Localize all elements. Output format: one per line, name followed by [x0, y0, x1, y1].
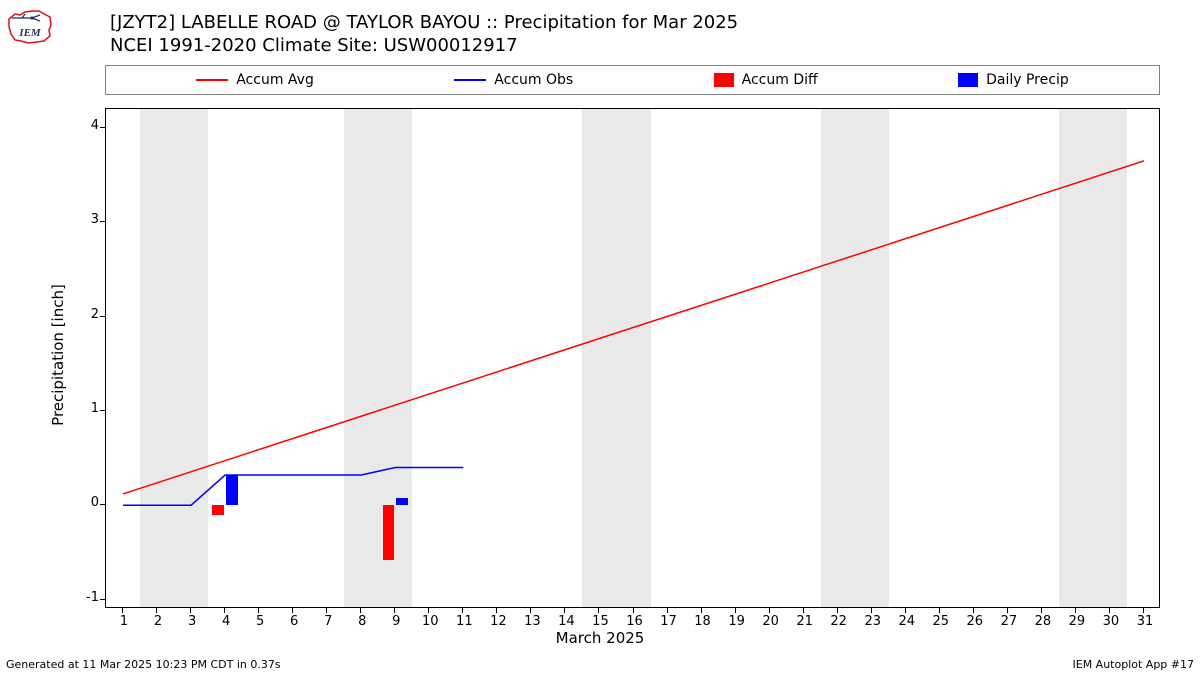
x-tick: 8 — [352, 614, 372, 629]
x-tick: 26 — [965, 614, 985, 629]
legend-box-swatch — [958, 73, 978, 87]
accum-diff-bar — [212, 505, 224, 514]
legend-label: Accum Obs — [494, 72, 573, 88]
x-tick: 28 — [1033, 614, 1053, 629]
x-tick: 14 — [556, 614, 576, 629]
x-tick: 13 — [522, 614, 542, 629]
x-tick: 22 — [829, 614, 849, 629]
y-tick: 4 — [75, 118, 99, 133]
x-tick: 17 — [659, 614, 679, 629]
legend-line-swatch — [454, 79, 486, 81]
x-tick: 9 — [386, 614, 406, 629]
x-tick: 21 — [795, 614, 815, 629]
footer-app: IEM Autoplot App #17 — [1073, 658, 1195, 671]
legend: Accum Avg Accum Obs Accum Diff Daily Precip — [105, 65, 1160, 95]
x-tick: 25 — [931, 614, 951, 629]
legend-label: Accum Avg — [236, 72, 314, 88]
y-tick: 3 — [75, 212, 99, 227]
daily-precip-bar — [226, 475, 238, 505]
x-tick: 6 — [284, 614, 304, 629]
x-axis-label: March 2025 — [556, 629, 645, 647]
x-tick: 1 — [114, 614, 134, 629]
chart-area: 1234567891011121314151617181920212223242… — [105, 108, 1160, 608]
x-tick: 2 — [148, 614, 168, 629]
x-tick: 27 — [999, 614, 1019, 629]
x-tick: 31 — [1135, 614, 1155, 629]
accum-diff-bar — [383, 505, 395, 560]
x-tick: 15 — [590, 614, 610, 629]
x-tick: 11 — [454, 614, 474, 629]
legend-line-swatch — [196, 79, 228, 81]
plot-frame — [105, 108, 1160, 608]
x-tick: 20 — [761, 614, 781, 629]
legend-box-swatch — [714, 73, 734, 87]
legend-item: Accum Obs — [454, 72, 573, 88]
footer-generated: Generated at 11 Mar 2025 10:23 PM CDT in… — [6, 658, 281, 671]
title-line-1: [JZYT2] LABELLE ROAD @ TAYLOR BAYOU :: P… — [110, 12, 738, 35]
x-tick: 7 — [318, 614, 338, 629]
legend-label: Daily Precip — [986, 72, 1069, 88]
x-tick: 10 — [420, 614, 440, 629]
x-tick: 4 — [216, 614, 236, 629]
legend-item: Accum Diff — [714, 72, 818, 88]
line-layer — [106, 109, 1160, 608]
x-tick: 12 — [488, 614, 508, 629]
title-line-2: NCEI 1991-2020 Climate Site: USW00012917 — [110, 35, 738, 58]
legend-item: Daily Precip — [958, 72, 1069, 88]
legend-label: Accum Diff — [742, 72, 818, 88]
x-tick: 24 — [897, 614, 917, 629]
x-tick: 30 — [1101, 614, 1121, 629]
x-tick: 5 — [250, 614, 270, 629]
chart-title: [JZYT2] LABELLE ROAD @ TAYLOR BAYOU :: P… — [110, 12, 738, 57]
daily-precip-bar — [396, 498, 408, 506]
y-tick: 2 — [75, 307, 99, 322]
y-tick: -1 — [75, 590, 99, 605]
x-tick: 16 — [625, 614, 645, 629]
iem-logo: IEM — [6, 6, 54, 46]
svg-text:IEM: IEM — [18, 27, 42, 39]
x-tick: 3 — [182, 614, 202, 629]
x-tick: 19 — [727, 614, 747, 629]
x-tick: 23 — [863, 614, 883, 629]
y-tick: 0 — [75, 495, 99, 510]
x-tick: 18 — [693, 614, 713, 629]
y-axis-label: Precipitation [inch] — [49, 284, 67, 426]
x-tick: 29 — [1067, 614, 1087, 629]
y-tick: 1 — [75, 401, 99, 416]
legend-item: Accum Avg — [196, 72, 314, 88]
